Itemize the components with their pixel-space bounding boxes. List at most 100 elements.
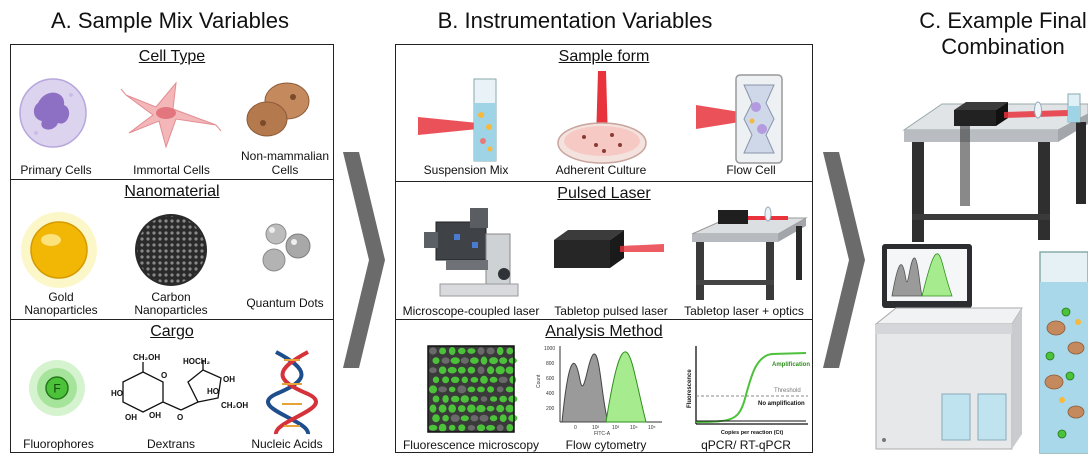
- fluorescent-cell: [477, 366, 485, 374]
- section-cargo: Cargo F CH₂OH HO OH OH O HOCH₂ OH HO CH₂OH O: [11, 319, 333, 454]
- yeast-cell-icon: [246, 82, 310, 137]
- fluorescent-cell: [489, 376, 498, 383]
- label-cells: Cells: [271, 163, 299, 177]
- fluorescent-cell: [450, 357, 460, 364]
- label-primary-cells: Primary Cells: [20, 163, 92, 177]
- qpcr-curve-plot: Amplification Threshold No amplification…: [687, 346, 810, 436]
- label-quantum-dots: Quantum Dots: [246, 296, 324, 310]
- section-nanomaterial: Nanomaterial Gold Nanoparticles Carbon N…: [11, 179, 333, 319]
- fluorescent-cell: [486, 405, 495, 412]
- fluorescent-cell: [470, 396, 479, 402]
- fluorescent-cell: [458, 424, 466, 432]
- gold-nanoparticle-icon: [21, 212, 97, 288]
- fluorescent-cell: [429, 404, 437, 413]
- label-non-mammalian: Non-mammalian: [240, 149, 330, 163]
- fluorescence-cells: [428, 346, 518, 432]
- fluorescent-cell: [438, 366, 447, 374]
- fluorescent-cell: [508, 414, 518, 422]
- fluorescent-cell: [505, 386, 514, 393]
- fluorescent-cell: [506, 424, 514, 432]
- fluorescent-cell: [448, 347, 456, 355]
- fluorescent-cell: [457, 366, 466, 374]
- qpcr-no-amp-label: No amplification: [758, 401, 805, 407]
- fluorescent-cell: [490, 396, 498, 402]
- fluorescent-cell: [467, 366, 476, 374]
- label-dextrans: Dextrans: [146, 437, 196, 451]
- section-pulsed-laser: Pulsed Laser Microscope-co: [396, 181, 812, 319]
- fluorescent-cell: [432, 357, 440, 364]
- fluorescent-cell: [439, 347, 447, 355]
- label-gold-nanoparticles: Nanoparticles: [24, 303, 98, 317]
- section-analysis: Analysis Method 1000 800 600 400 200 0 1…: [396, 319, 812, 454]
- fluorescent-cell: [499, 357, 508, 364]
- flow-xtick-1: 10²: [592, 425, 600, 431]
- fluorescent-cell: [467, 404, 476, 413]
- svg-text:OH: OH: [125, 413, 137, 422]
- fluorescent-cell: [509, 376, 517, 384]
- fluorescent-cell: [461, 376, 468, 384]
- fluorescent-cell: [477, 386, 485, 393]
- fluorescent-cell: [442, 414, 449, 422]
- column-b-title: B. Instrumentation Variables: [437, 8, 713, 33]
- flow-ytick-200: 200: [546, 406, 555, 412]
- fluorescent-cell: [508, 395, 518, 403]
- svg-text:HOCH₂: HOCH₂: [183, 357, 211, 366]
- fluorophore-letter: F: [53, 382, 60, 396]
- fluorescent-cell: [495, 366, 505, 375]
- flow-ytick-600: 600: [546, 376, 555, 382]
- fluorescent-cell: [505, 404, 515, 413]
- fluorescent-cell: [489, 357, 498, 365]
- label-carbon-nanoparticles: Nanoparticles: [134, 303, 208, 317]
- flow-xtick-4: 10⁵: [648, 425, 656, 431]
- panel-sample-mix: Cell Type Primary Cells Immortal Cells N…: [10, 44, 334, 453]
- flow-ytick-1000: 1000: [544, 346, 555, 352]
- fluorescent-cell: [438, 404, 447, 413]
- fluorescent-cell: [467, 425, 476, 431]
- fluorescent-cell: [487, 386, 495, 393]
- fluorescent-cell: [506, 347, 514, 355]
- fluorescent-cell: [496, 424, 504, 432]
- fluorescent-cell: [450, 414, 460, 422]
- flow-ytick-800: 800: [546, 361, 555, 367]
- fluorescent-cell: [498, 376, 508, 383]
- fluorescent-cell: [429, 367, 437, 374]
- qpcr-xlabel: Copies per reaction (Ct): [721, 430, 784, 436]
- label-gold: Gold: [48, 290, 74, 304]
- flow-ylabel: Count: [536, 374, 542, 388]
- label-nucleic-acids: Nucleic Acids: [251, 437, 323, 451]
- flow-xtick-2: 10³: [612, 425, 620, 431]
- fluorescent-cell: [432, 395, 440, 403]
- panel-instrumentation: Sample form Suspension Mix Adherent Cult…: [395, 44, 813, 453]
- fluorescent-cell: [470, 357, 479, 364]
- section-sample-form: Sample form Suspension Mix Adherent Cult…: [396, 45, 812, 181]
- flow-cytometry-histogram: 1000 800 600 400 200 0 10² 10³ 10⁴ 10⁵ F…: [536, 346, 662, 437]
- label-flow-cytometry: Flow cytometry: [565, 438, 647, 452]
- fluorescent-cell: [460, 395, 469, 403]
- fluorescent-cell: [487, 366, 495, 375]
- fluorescent-cell: [458, 347, 466, 355]
- svg-text:CH₂OH: CH₂OH: [133, 353, 160, 362]
- fluorescent-cell: [467, 386, 476, 393]
- flow-xtick-3: 10⁴: [630, 425, 638, 431]
- fluorescent-cell: [441, 357, 450, 364]
- final-tabletop-setup-icon: [902, 93, 1088, 242]
- fluorescent-cell: [438, 423, 447, 432]
- flow-cell-icon: [696, 74, 783, 164]
- immortal-cell-icon: [120, 81, 222, 149]
- fluorescence-microscopy-image: [427, 345, 518, 433]
- fluorescent-cell: [432, 376, 440, 384]
- fluorescent-cell: [451, 395, 460, 403]
- fluorescent-cell: [428, 385, 438, 394]
- fluorescent-cell: [432, 414, 440, 423]
- label-fluorophores: Fluorophores: [23, 437, 94, 451]
- label-tabletop-optics: Tabletop laser + optics: [684, 304, 804, 318]
- label-suspension-mix: Suspension Mix: [423, 163, 509, 177]
- svg-text:HO: HO: [207, 387, 219, 396]
- fluorescent-cell: [448, 424, 456, 431]
- fluorescent-cell: [447, 366, 457, 374]
- fluorescent-cell: [486, 347, 495, 355]
- tabletop-optics-icon: [691, 206, 808, 300]
- fluorescent-cell: [496, 404, 505, 413]
- adherent-culture-dish-icon: [557, 71, 647, 164]
- fluorescent-cell: [458, 405, 466, 413]
